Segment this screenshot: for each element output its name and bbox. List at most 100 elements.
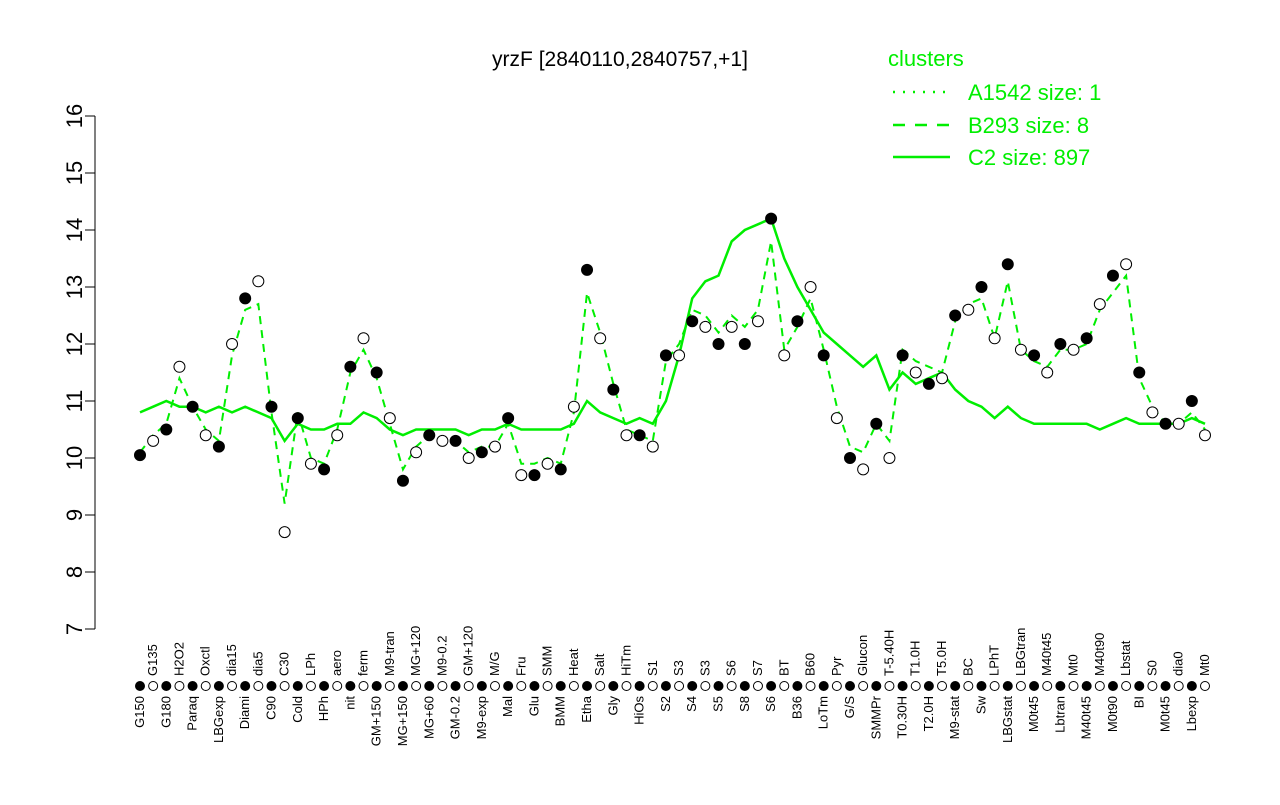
x-tick-label: Lbexp <box>1184 696 1199 731</box>
data-point <box>173 360 186 373</box>
x-tick-label: MG+150 <box>395 696 410 746</box>
data-points <box>134 212 1211 539</box>
x-marker <box>1200 681 1210 691</box>
x-tick-label: LBGtran <box>1013 628 1028 676</box>
data-point <box>1106 269 1119 282</box>
x-marker <box>687 681 698 691</box>
x-marker <box>424 681 435 691</box>
x-marker <box>568 681 579 691</box>
data-point <box>291 412 304 425</box>
data-point <box>1014 343 1027 356</box>
x-tick-label: ferm <box>356 650 371 676</box>
x-marker <box>516 681 527 691</box>
x-marker <box>332 681 343 691</box>
x-marker <box>240 681 251 691</box>
data-point <box>712 338 725 350</box>
x-marker <box>700 681 711 691</box>
data-point <box>304 457 317 470</box>
y-tick-label: 14 <box>62 218 87 242</box>
x-marker <box>976 681 987 691</box>
x-tick-label: T0.30H <box>895 696 910 739</box>
x-tick-label: Glu <box>526 696 541 716</box>
legend-label-b293: B293 size: 8 <box>968 113 1089 138</box>
x-marker <box>1002 681 1013 691</box>
x-tick-label: Etha <box>579 695 594 723</box>
x-marker <box>884 681 895 691</box>
x-marker <box>450 681 461 691</box>
x-tick-label: Paraq <box>185 696 200 731</box>
x-marker <box>1042 681 1053 691</box>
x-tick-label: HPh <box>316 696 331 721</box>
x-marker <box>595 681 606 691</box>
x-marker <box>779 681 790 691</box>
x-marker <box>831 681 842 691</box>
x-tick-label: LBGstat <box>1000 696 1015 743</box>
data-point <box>489 440 501 453</box>
x-marker <box>910 681 921 691</box>
x-marker <box>937 681 948 691</box>
x-tick-label: LoTm <box>816 696 831 729</box>
x-tick-label: S2 <box>658 696 673 712</box>
x-marker <box>1160 681 1171 691</box>
x-marker <box>174 681 185 691</box>
x-tick-label: Diami <box>237 696 252 729</box>
x-marker <box>963 681 974 691</box>
data-point <box>1120 258 1133 271</box>
x-marker <box>713 681 724 691</box>
data-point <box>751 315 764 328</box>
data-point <box>817 349 830 362</box>
x-marker <box>950 681 961 691</box>
x-marker <box>227 681 238 691</box>
x-marker <box>1147 681 1158 691</box>
x-marker <box>1134 681 1145 691</box>
x-tick-label: M0t45 <box>1158 696 1173 732</box>
data-point <box>765 212 778 225</box>
x-tick-label: GM+150 <box>369 696 384 746</box>
x-marker <box>805 681 816 691</box>
data-point <box>147 434 160 447</box>
data-point <box>515 469 528 482</box>
x-marker <box>1173 681 1184 691</box>
x-tick-label: LPh <box>303 653 318 676</box>
data-point <box>594 332 607 345</box>
x-tick-label: HiOs <box>632 696 647 725</box>
x-marker <box>608 681 619 691</box>
data-point <box>212 440 225 453</box>
x-tick-label: M0t45 <box>1026 696 1041 732</box>
data-point <box>870 417 883 430</box>
data-point <box>988 332 1001 345</box>
x-marker <box>674 681 685 691</box>
x-marker <box>739 681 750 691</box>
x-tick-label: T-5.40H <box>881 630 896 676</box>
data-point <box>738 338 751 350</box>
x-marker <box>135 681 145 691</box>
x-tick-label: M9-exp <box>474 696 489 739</box>
series-lines <box>139 216 1206 504</box>
x-marker <box>319 681 330 691</box>
x-marker <box>634 681 645 691</box>
x-tick-label: Oxctl <box>198 646 213 676</box>
data-point <box>1159 417 1172 430</box>
data-point <box>949 309 962 322</box>
data-point <box>186 400 199 413</box>
x-tick-label: M/G <box>487 651 502 676</box>
x-tick-label: T1.0H <box>908 641 923 676</box>
data-point <box>673 349 686 362</box>
data-point <box>410 446 423 459</box>
x-marker <box>818 681 829 691</box>
data-point <box>239 292 252 305</box>
x-marker <box>213 681 224 691</box>
x-tick-label: S5 <box>711 696 726 712</box>
y-tick-label: 7 <box>62 623 87 635</box>
x-marker <box>1107 681 1118 691</box>
x-marker <box>266 681 277 691</box>
data-point <box>226 338 239 350</box>
x-marker <box>200 681 211 691</box>
data-point <box>1133 366 1146 379</box>
x-tick-label: GM+120 <box>461 626 476 676</box>
x-marker <box>555 681 566 691</box>
y-tick-label: 15 <box>62 161 87 185</box>
y-axis: 7 8 9 10 11 12 13 14 15 16 <box>62 104 96 635</box>
x-marker <box>897 681 908 691</box>
